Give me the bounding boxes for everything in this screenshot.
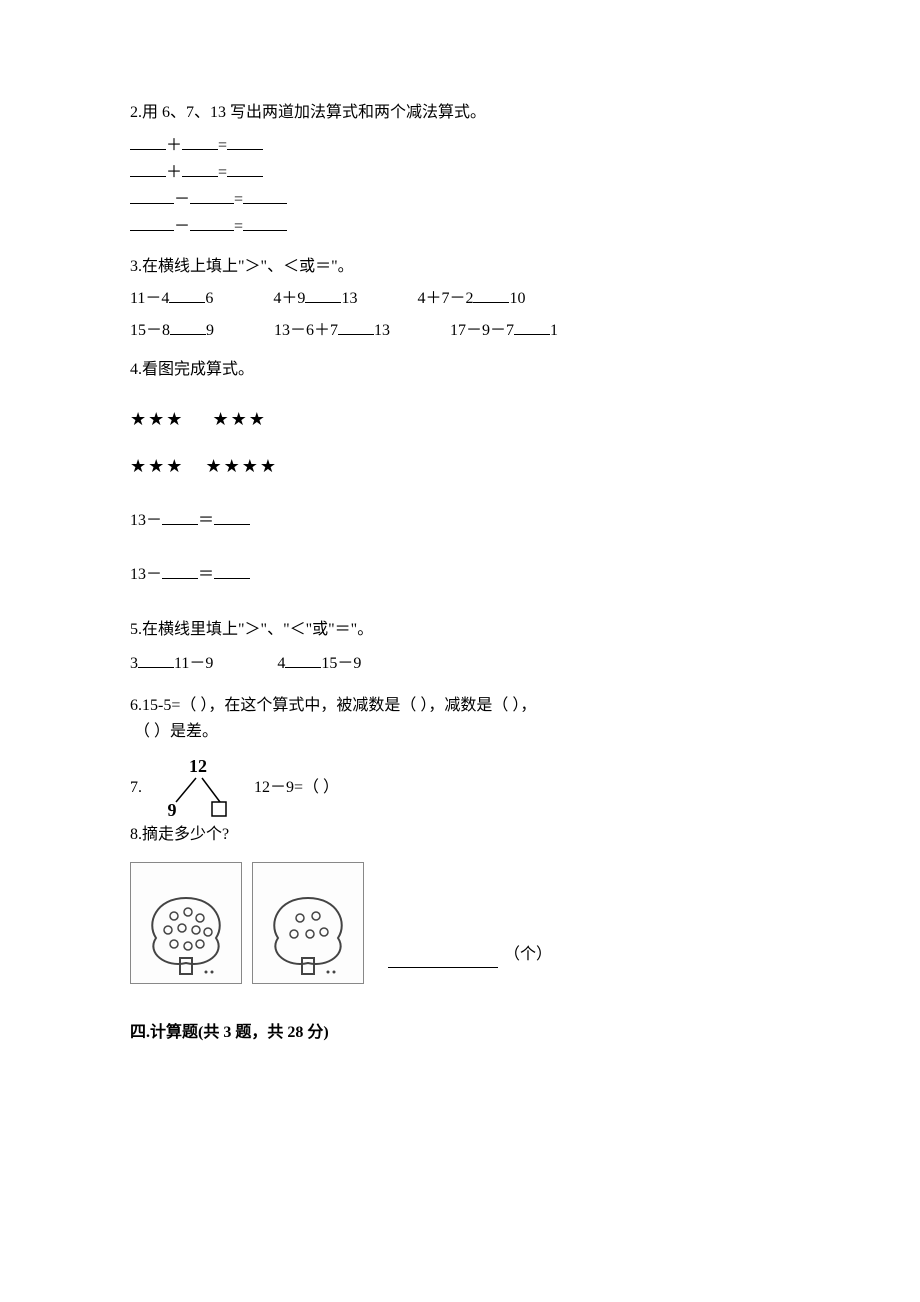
question-5-prompt: 5.在横线里填上"＞"、"＜"或"＝"。 [130, 616, 790, 645]
tree-icon [258, 868, 358, 978]
bond-box [212, 802, 226, 816]
blank[interactable] [169, 286, 205, 303]
blank[interactable] [170, 318, 206, 335]
compare-item: 11－46 [130, 286, 213, 312]
compare-item: 4＋913 [273, 286, 357, 312]
q8-answer: （个） [388, 942, 552, 984]
question-8-prompt: 8.摘走多少个? [130, 822, 790, 848]
blank[interactable] [190, 187, 234, 204]
q6-line-2: （ ）是差。 [130, 719, 790, 745]
number-bond-diagram: 12 9 [156, 758, 240, 818]
star-group: ★★★ [212, 409, 266, 429]
q7-expression: 12－9=（ ） [254, 775, 339, 801]
question-3: 3.在横线上填上"＞"、＜或＝"。 11－46 4＋913 4＋7－210 15… [130, 254, 790, 343]
star-figure: ★★★ ★★★ ★★★ ★★★★ [130, 405, 790, 481]
question-5: 5.在横线里填上"＞"、"＜"或"＝"。 311－9 415－9 [130, 616, 790, 680]
q3-row-2: 15－89 13－6＋713 17－9－71 [130, 318, 790, 344]
blank[interactable] [162, 508, 198, 525]
q7-prefix: 7. [130, 775, 142, 801]
q4-expression-1: 13－＝ [130, 508, 790, 534]
blank[interactable] [130, 214, 174, 231]
compare-item: 415－9 [277, 655, 361, 672]
eq-line: －= [130, 213, 790, 240]
blank[interactable] [243, 214, 287, 231]
section-4-title: 四.计算题(共 3 题，共 28 分) [130, 1020, 790, 1046]
tree-icon [136, 868, 236, 978]
eq-line: －= [130, 186, 790, 213]
question-4-prompt: 4.看图完成算式。 [130, 357, 790, 383]
blank[interactable] [138, 651, 174, 668]
blank[interactable] [473, 286, 509, 303]
question-6: 6.15-5=（ ），在这个算式中，被减数是（ ），减数是（ ）， （ ）是差。 [130, 693, 790, 744]
blank[interactable] [305, 286, 341, 303]
q6-line-1: 6.15-5=（ ），在这个算式中，被减数是（ ），减数是（ ）， [130, 693, 790, 719]
bond-left-text: 9 [168, 800, 177, 818]
blank[interactable] [130, 187, 174, 204]
question-7: 7. 12 9 12－9=（ ） [130, 758, 790, 818]
compare-item: 311－9 [130, 655, 213, 672]
unit-label: （个） [504, 942, 552, 968]
question-8: 8.摘走多少个? [130, 822, 790, 984]
blank[interactable] [388, 951, 498, 968]
blank[interactable] [214, 562, 250, 579]
tree-box-2 [252, 862, 364, 984]
q5-items: 311－9 415－9 [130, 650, 790, 679]
tree-box-1 [130, 862, 242, 984]
eq-line: ＋= [130, 159, 790, 186]
blank[interactable] [227, 133, 263, 150]
blank[interactable] [182, 160, 218, 177]
compare-item: 17－9－71 [450, 318, 558, 344]
compare-item: 13－6＋713 [274, 318, 390, 344]
compare-item: 4＋7－210 [417, 286, 525, 312]
blank[interactable] [514, 318, 550, 335]
question-2-prompt: 2.用 6、7、13 写出两道加法算式和两个减法算式。 [130, 100, 790, 126]
question-2: 2.用 6、7、13 写出两道加法算式和两个减法算式。 ＋= ＋= －= －= [130, 100, 790, 240]
q3-row-1: 11－46 4＋913 4＋7－210 [130, 286, 790, 312]
blank[interactable] [338, 318, 374, 335]
blank[interactable] [214, 508, 250, 525]
question-3-prompt: 3.在横线上填上"＞"、＜或＝"。 [130, 254, 790, 280]
blank[interactable] [130, 160, 166, 177]
blank[interactable] [130, 133, 166, 150]
star-row: ★★★ ★★★ [130, 405, 790, 434]
blank[interactable] [285, 651, 321, 668]
star-group: ★★★ [130, 456, 184, 476]
q4-expression-2: 13－＝ [130, 562, 790, 588]
blank[interactable] [227, 160, 263, 177]
compare-item: 15－89 [130, 318, 214, 344]
blank[interactable] [190, 214, 234, 231]
question-2-equations: ＋= ＋= －= －= [130, 132, 790, 241]
trees-figure: （个） [130, 862, 790, 984]
bond-top-text: 12 [189, 758, 207, 776]
star-row: ★★★ ★★★★ [130, 452, 790, 481]
blank[interactable] [243, 187, 287, 204]
eq-line: ＋= [130, 132, 790, 159]
blank[interactable] [182, 133, 218, 150]
question-4: 4.看图完成算式。 ★★★ ★★★ ★★★ ★★★★ 13－＝ 13－＝ [130, 357, 790, 587]
star-group: ★★★★ [205, 456, 278, 476]
blank[interactable] [162, 562, 198, 579]
star-group: ★★★ [130, 409, 184, 429]
